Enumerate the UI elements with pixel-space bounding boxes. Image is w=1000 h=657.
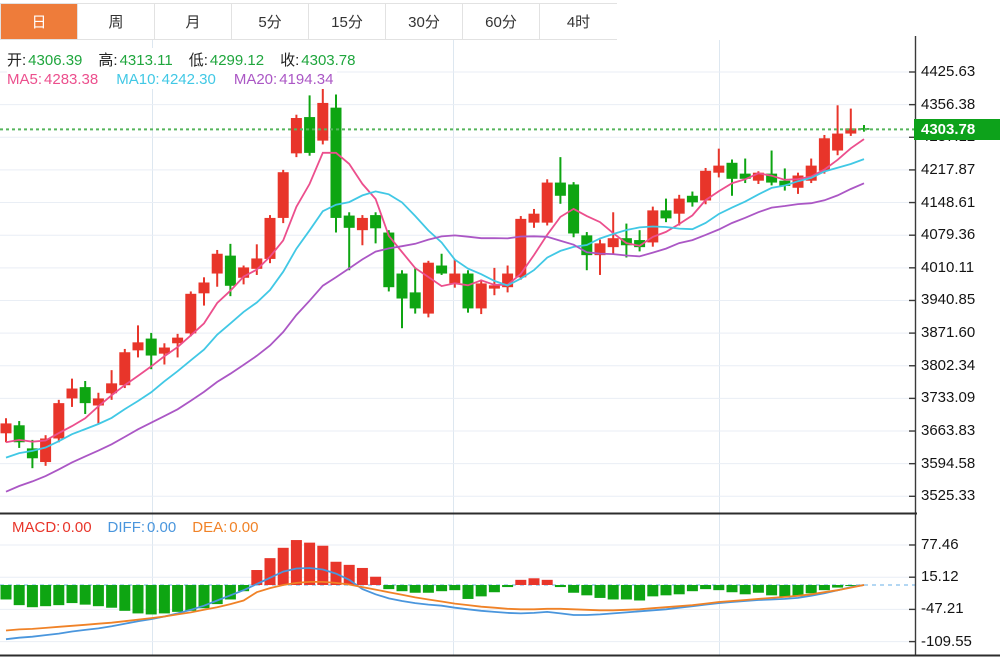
price-tick: 4217.87 [921,161,976,178]
tab-30min-label: 30分 [408,14,440,31]
dea-value: 0.00 [229,519,259,536]
ohlc-close: 收: 4303.78 [280,49,355,70]
price-tick: 4010.11 [921,259,975,276]
price-tick: 3663.83 [921,422,976,439]
price-tick: 3733.09 [921,389,976,406]
price-tick: 3525.33 [921,487,976,504]
open-label: 开: [7,52,27,69]
open-value: 4306.39 [28,52,83,69]
ma20-readout: MA20: 4194.34 [234,71,334,88]
ohlc-low: 低: 4299.12 [189,49,264,70]
tab-weekly-label: 周 [108,14,124,31]
ohlc-high: 高: 4313.11 [98,49,172,70]
price-tick: 4148.61 [921,194,976,211]
tab-5min[interactable]: 5分 [232,4,309,39]
ma-readout: MA5: 4283.38 MA10: 4242.30 MA20: 4194.34 [7,70,338,89]
price-tick: 3940.85 [921,291,976,308]
macd-tick: 15.12 [921,568,959,585]
macd-value: 0.00 [62,519,92,536]
diff-readout: DIFF: 0.00 [108,519,177,536]
low-value: 4299.12 [209,52,265,69]
macd-readout: MACD: 0.00 DIFF: 0.00 DEA: 0.00 [12,519,258,536]
tab-daily-label: 日 [31,14,47,31]
ma5-value: 4283.38 [44,71,99,88]
close-value: 4303.78 [301,52,356,69]
dea-readout: DEA: 0.00 [192,519,258,536]
price-tick: 3871.60 [921,324,976,341]
ma5-readout: MA5: 4283.38 [7,71,98,88]
diff-label: DIFF: [107,519,146,536]
ma20-label: MA20: [233,71,278,88]
ma10-label: MA10: [116,71,160,88]
price-tick: 3594.58 [921,455,976,472]
tab-weekly[interactable]: 周 [78,4,155,39]
tab-4hour[interactable]: 4时 [540,4,617,39]
ohlc-open: 开: 4306.39 [7,49,82,70]
tab-monthly[interactable]: 月 [155,4,232,39]
ma5-label: MA5: [7,71,43,88]
dea-label: DEA: [192,519,228,536]
ma20-value: 4194.34 [279,71,334,88]
ohlc-readout: 开: 4306.39 高: 4313.11 低: 4299.12 收: 4303.78 [7,48,360,71]
tab-30min[interactable]: 30分 [386,4,463,39]
ma10-readout: MA10: 4242.30 [116,71,216,88]
low-label: 低: [188,52,208,69]
tab-4hour-label: 4时 [566,14,591,31]
macd-tick: -47.21 [921,600,964,617]
ma10-value: 4242.30 [161,71,216,88]
macd-value-readout: MACD: 0.00 [12,519,92,536]
tab-15min-label: 15分 [331,14,363,31]
tab-15min[interactable]: 15分 [309,4,386,39]
tab-5min-label: 5分 [258,14,282,31]
macd-label: MACD: [12,519,61,536]
tab-60min[interactable]: 60分 [463,4,540,39]
price-tick: 3802.34 [921,357,976,374]
price-tick: 4079.36 [921,226,976,243]
macd-tick: -109.55 [921,633,972,650]
period-tabbar: 日 周 月 5分 15分 30分 60分 4时 [0,3,617,40]
price-tick: 4425.63 [921,63,976,80]
tab-60min-label: 60分 [485,14,517,31]
macd-tick: 77.46 [921,536,959,553]
high-label: 高: [98,52,118,69]
current-price-tag: 4303.78 [914,119,1000,140]
diff-value: 0.00 [147,519,177,536]
tab-daily[interactable]: 日 [1,4,78,39]
close-label: 收: [280,52,300,69]
high-value: 4313.11 [119,52,173,69]
price-tick: 4356.38 [921,96,976,113]
tab-monthly-label: 月 [185,14,201,31]
